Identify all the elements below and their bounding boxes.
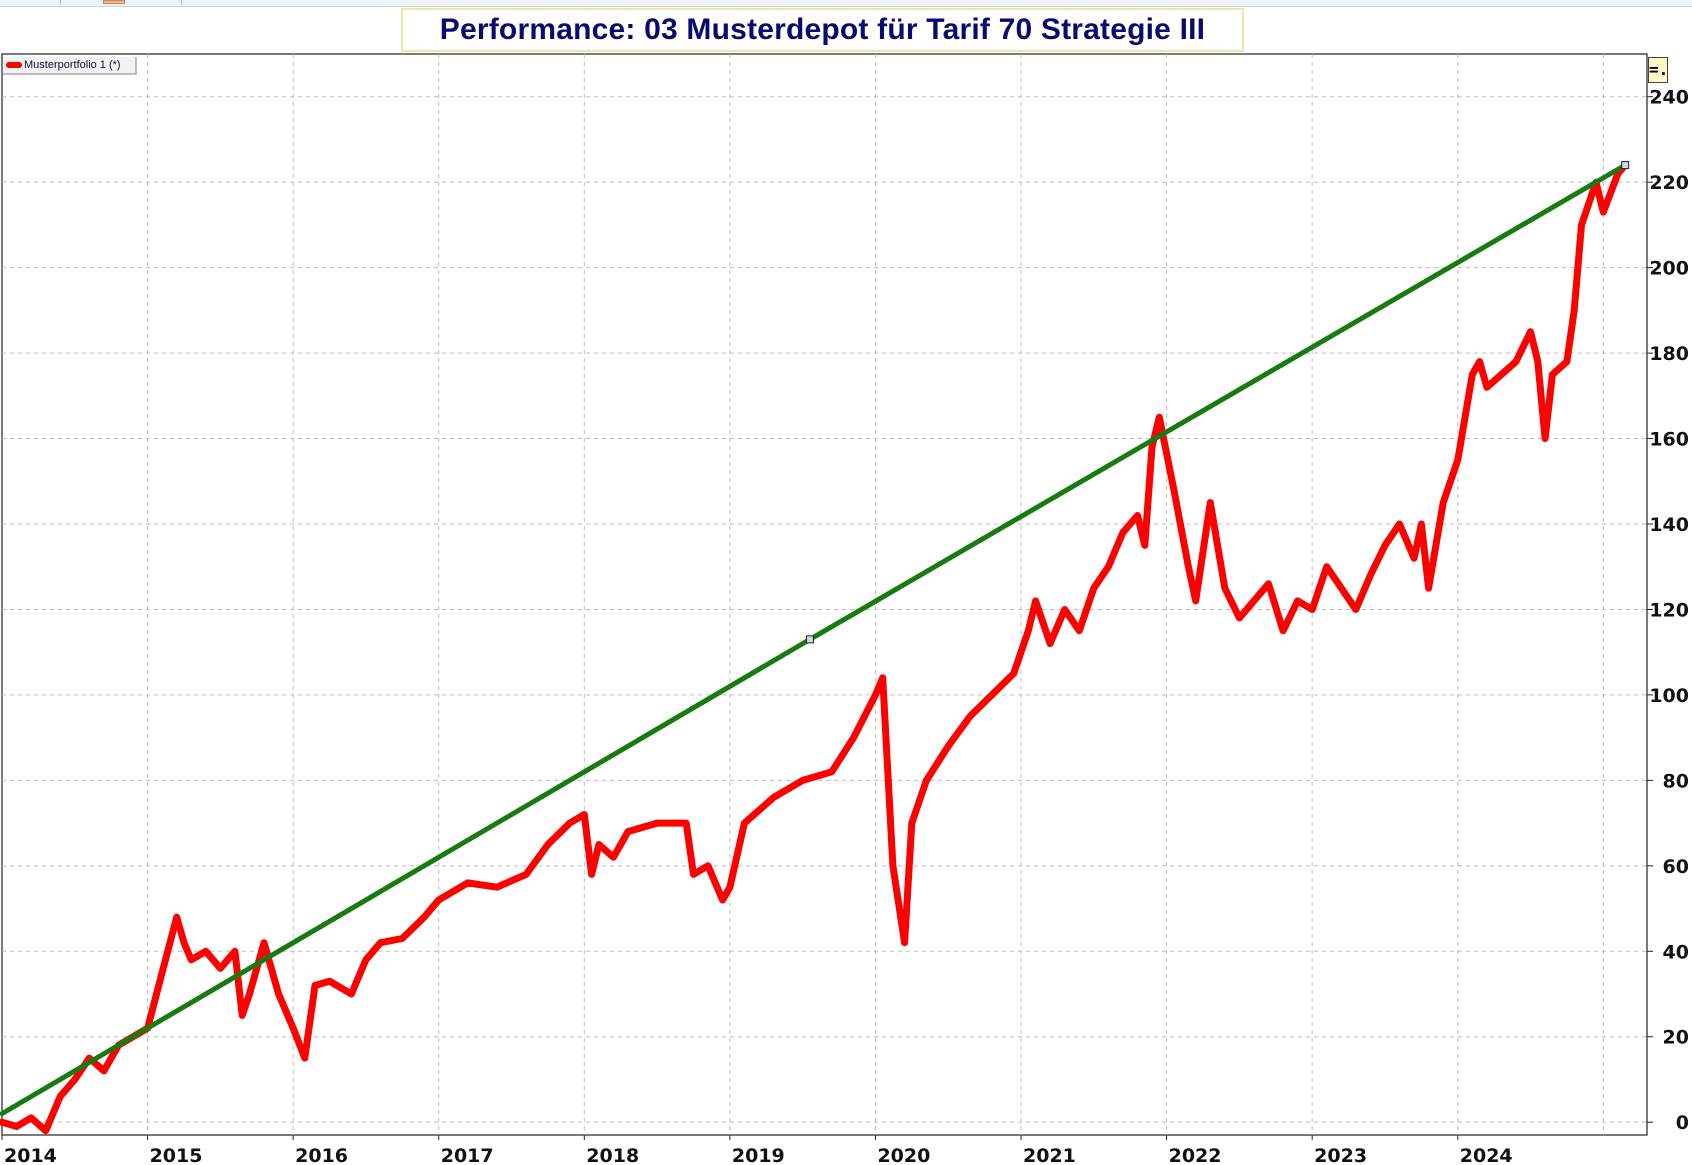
trendline-handle [805,635,814,644]
series-line-musterportfolio [0,161,1629,1135]
x-tick-label: 2023 [1314,1145,1367,1165]
plot-area [1,53,1648,1136]
y-tick-label: 240 [1649,87,1689,109]
chart-title-box: Performance: 03 Musterdepot für Tarif 70… [401,8,1244,52]
window-tab-strip [0,0,1692,7]
legend[interactable]: Musterportfolio 1 (*) [3,57,137,75]
y-tick-label: 200 [1649,258,1689,280]
x-tick-label: 2020 [877,1145,930,1165]
y-tick-label: 40 [1663,941,1689,963]
y-tick-label: 140 [1649,514,1689,536]
chart-title: Performance: 03 Musterdepot für Tarif 70… [439,13,1206,46]
x-tick-label: 2014 [4,1145,57,1165]
zoom-fit-button[interactable]: =. [1648,57,1668,83]
y-tick-label: 160 [1649,429,1689,451]
x-tick-label: 2016 [295,1145,348,1165]
legend-series-label: Musterportfolio 1 (*) [24,59,121,71]
y-tick-label: 100 [1649,685,1689,707]
x-tick-label: 2024 [1460,1145,1513,1165]
x-tick-label: 2022 [1169,1145,1222,1165]
x-tick-label: 2021 [1023,1145,1076,1165]
legend-series-swatch-icon [6,62,22,68]
x-tick-label: 2015 [150,1145,203,1165]
x-tick-label: 2018 [586,1145,639,1165]
y-tick-label: 0 [1676,1112,1689,1134]
x-tick-label: 2019 [732,1145,785,1165]
y-tick-label: 220 [1649,172,1689,194]
window-tab[interactable] [60,0,182,5]
y-tick-label: 80 [1663,770,1689,792]
y-tick-label: 20 [1663,1027,1689,1049]
y-tick-label: 180 [1649,343,1689,365]
y-tick-label: 120 [1649,599,1689,621]
y-tick-label: 60 [1663,856,1689,878]
trendline-handle [1621,161,1630,170]
tab-folder-icon [103,0,125,4]
x-tick-label: 2017 [441,1145,494,1165]
